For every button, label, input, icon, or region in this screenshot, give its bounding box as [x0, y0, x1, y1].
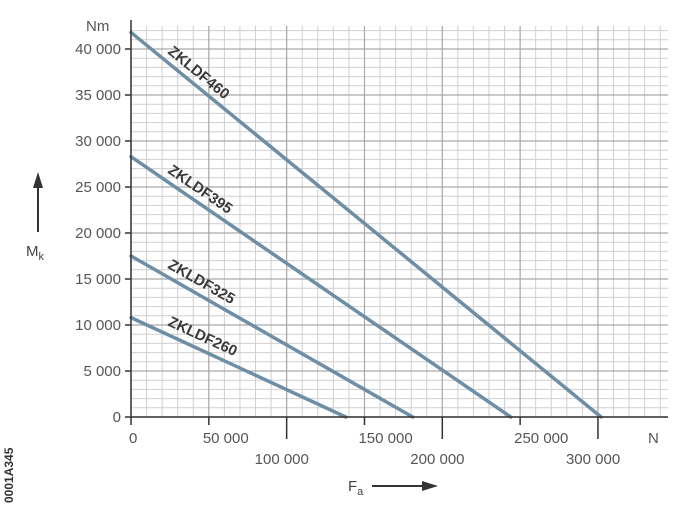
axes [130, 20, 668, 418]
x-axis-arrow [372, 481, 438, 491]
ticks: 0 5 000 10 000 15 000 20 000 25 000 30 000 35 0… [75, 41, 620, 468]
x-tick-label: 50 000 [203, 430, 249, 447]
y-tick-label: 10 000 [75, 317, 121, 334]
x-axis-unit: N [648, 430, 659, 447]
labels: Nm N Mk Fa [26, 18, 659, 498]
y-tick-label: 30 000 [75, 133, 121, 150]
x-tick-label: 150 000 [358, 430, 412, 447]
series-line-zkldf325 [129, 254, 415, 419]
y-tick-label: 20 000 [75, 225, 121, 242]
series-label-zkldf395: ZKLDF395 [165, 162, 236, 218]
y-axis-arrow [33, 172, 43, 232]
figure-code: 0001A345 [2, 447, 16, 503]
y-axis-label: Mk [26, 243, 45, 263]
y-tick-label: 25 000 [75, 179, 121, 196]
x-tick-label: 0 [129, 430, 137, 447]
x-axis-label: Fa [348, 478, 364, 498]
series-line-zkldf395 [129, 154, 513, 419]
x-tick-label: 300 000 [566, 451, 620, 468]
x-tick-label: 200 000 [410, 451, 464, 468]
y-axis-unit: Nm [86, 18, 109, 35]
x-tick-label: 250 000 [514, 430, 568, 447]
y-tick-label: 0 [113, 409, 121, 426]
y-tick-label: 15 000 [75, 271, 121, 288]
series-line-zkldf260 [129, 315, 348, 419]
y-tick-label: 35 000 [75, 87, 121, 104]
x-tick-label: 100 000 [255, 451, 309, 468]
series-line-zkldf460 [129, 30, 603, 419]
grid-major [130, 26, 668, 418]
y-tick-label: 5 000 [83, 363, 121, 380]
y-tick-label: 40 000 [75, 41, 121, 58]
series-label-zkldf460: ZKLDF460 [164, 43, 232, 103]
